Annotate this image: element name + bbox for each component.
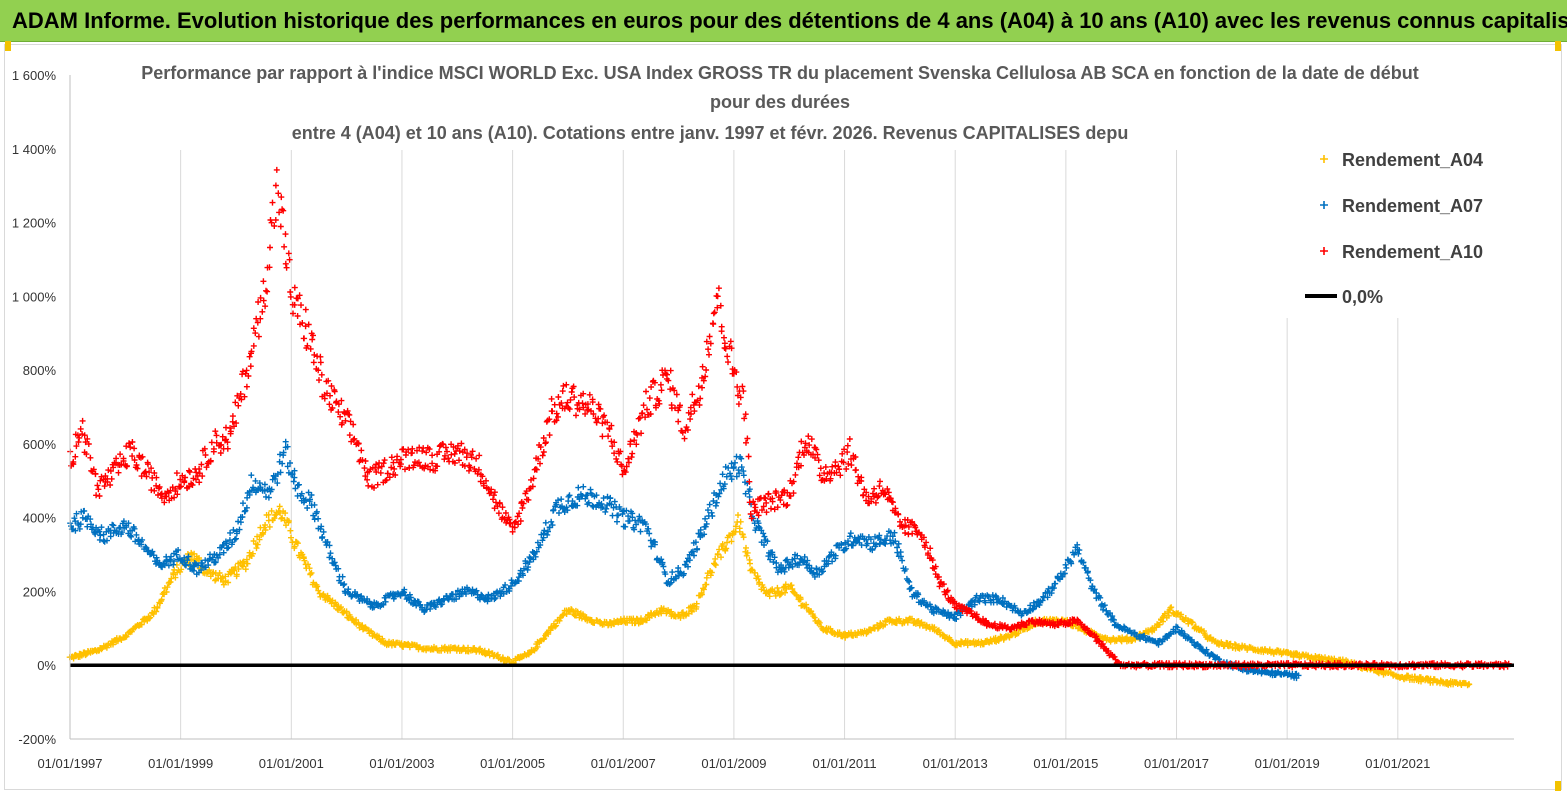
y-tick-label: 0% bbox=[37, 658, 56, 673]
y-tick-label: 800% bbox=[23, 363, 57, 378]
x-tick-label: 01/01/2011 bbox=[813, 756, 877, 771]
chart-title-line: Performance par rapport à l'indice MSCI … bbox=[141, 63, 1419, 83]
x-tick-label: 01/01/2019 bbox=[1255, 756, 1320, 771]
legend-label: Rendement_A10 bbox=[1342, 242, 1483, 262]
x-tick-label: 01/01/2007 bbox=[591, 756, 656, 771]
legend-label: 0,0% bbox=[1342, 287, 1383, 307]
report-banner: ADAM Informe. Evolution historique des p… bbox=[0, 0, 1567, 42]
y-tick-label: 200% bbox=[23, 584, 57, 599]
y-tick-label: 400% bbox=[23, 511, 57, 526]
chart-title-line: entre 4 (A04) et 10 ans (A10). Cotations… bbox=[292, 123, 1129, 143]
x-tick-label: 01/01/2021 bbox=[1365, 756, 1430, 771]
report-title: ADAM Informe. Evolution historique des p… bbox=[12, 8, 1567, 33]
series-Rendement_A04 bbox=[66, 503, 1473, 689]
x-tick-label: 01/01/2009 bbox=[701, 756, 766, 771]
chart-title-line: pour des durées bbox=[710, 92, 850, 112]
legend-marker bbox=[1320, 155, 1328, 163]
x-tick-label: 01/01/1997 bbox=[37, 756, 102, 771]
chart-series bbox=[66, 166, 1514, 689]
series-points bbox=[67, 438, 1302, 682]
legend-marker bbox=[1320, 201, 1328, 209]
series-points bbox=[66, 503, 1473, 689]
y-tick-label: 1 000% bbox=[12, 289, 57, 304]
chart-axes: -200% 0% 200% 400% 600% 800% 1 000% 1 200% 1 400… bbox=[12, 68, 1514, 771]
chart-gridlines bbox=[69, 150, 1399, 739]
y-tick-label: -200% bbox=[18, 732, 56, 747]
y-tick-label: 1 600% bbox=[12, 68, 57, 83]
x-tick-label: 01/01/2017 bbox=[1144, 756, 1209, 771]
x-tick-label: 01/01/2005 bbox=[480, 756, 545, 771]
x-tick-label: 01/01/2003 bbox=[369, 756, 434, 771]
legend-background bbox=[1278, 140, 1508, 318]
corner-handle-top-left bbox=[5, 41, 11, 51]
chart-title: Performance par rapport à l'indice MSCI … bbox=[141, 63, 1419, 143]
x-tick-label: 01/01/2001 bbox=[259, 756, 324, 771]
chart-legend: Rendement_A04 Rendement_A07 Rendement_A10 0… bbox=[1278, 140, 1508, 318]
x-tick-label: 01/01/2013 bbox=[923, 756, 988, 771]
corner-handle-top-right bbox=[1555, 41, 1561, 51]
series-Rendement_A07 bbox=[67, 438, 1302, 682]
x-tick-label: 01/01/1999 bbox=[148, 756, 213, 771]
legend-marker bbox=[1320, 247, 1328, 255]
legend-label: Rendement_A04 bbox=[1342, 150, 1483, 170]
corner-handle-bottom-right bbox=[1555, 781, 1561, 791]
x-tick-label: 01/01/2015 bbox=[1033, 756, 1098, 771]
y-tick-label: 600% bbox=[23, 437, 57, 452]
legend-label: Rendement_A07 bbox=[1342, 196, 1483, 216]
y-tick-label: 1 200% bbox=[12, 216, 57, 231]
y-tick-label: 1 400% bbox=[12, 142, 57, 157]
